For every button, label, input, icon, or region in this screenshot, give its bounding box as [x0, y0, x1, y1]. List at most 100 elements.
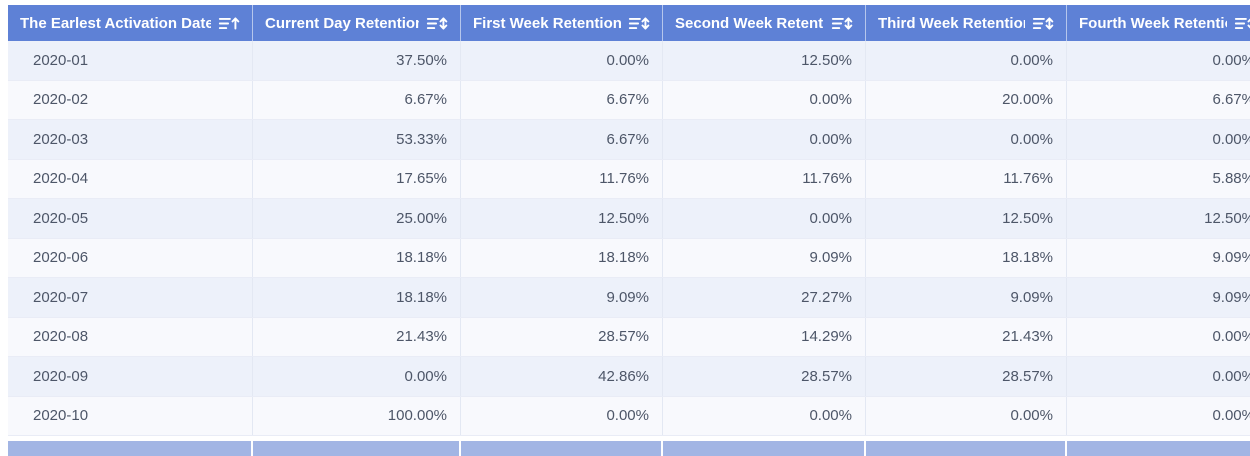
column-header-label: Current Day Retention R	[265, 14, 419, 32]
cell-retention-value: 0.00%	[1212, 407, 1250, 425]
footer-bar-segment	[1067, 441, 1250, 456]
cell-activation-date: 2020-01	[8, 41, 253, 80]
sort-updown-icon[interactable]	[831, 15, 853, 32]
table-footer-gap	[8, 436, 1250, 441]
table-footer-bar	[8, 441, 1250, 456]
footer-bar-segment	[461, 441, 663, 456]
cell-retention-value: 14.29%	[663, 317, 866, 356]
cell-retention-value: 18.18%	[866, 238, 1067, 277]
footer-bar-segment	[8, 441, 253, 456]
cell-activation-date: 2020-07	[8, 278, 253, 317]
cell-retention-value: 0.00%	[1212, 51, 1250, 69]
cell-retention-value: 21.43%	[866, 317, 1067, 356]
cell-retention-value: 21.43%	[253, 317, 461, 356]
cell-retention-value: 0.00%	[663, 396, 866, 435]
column-header-label: Second Week Retention	[675, 14, 824, 32]
table-header-row: The Earlest Activation Date Current Day R…	[8, 5, 1250, 41]
cell-retention-value: 28.57%	[461, 317, 663, 356]
cell-retention-value: 0.00%	[461, 396, 663, 435]
column-header-first-week-retention-r[interactable]: First Week Retention R	[461, 5, 663, 41]
cell-retention-value: 12.50%	[866, 199, 1067, 238]
sort-updown-icon[interactable]	[1234, 15, 1250, 32]
sort-updown-icon[interactable]	[628, 15, 650, 32]
cell-retention-value: 9.09%	[1212, 288, 1250, 306]
cell-retention-value: 18.18%	[461, 238, 663, 277]
cell-activation-date: 2020-02	[8, 80, 253, 119]
sort-updown-icon[interactable]	[1032, 15, 1054, 32]
cell-retention-value: 6.67%	[1212, 91, 1250, 109]
sort-updown-icon[interactable]	[426, 15, 448, 32]
cell-retention-value: 18.18%	[253, 278, 461, 317]
cell-activation-date: 2020-04	[8, 159, 253, 198]
cell-retention-value: 9.09%	[866, 278, 1067, 317]
column-header-label: First Week Retention R	[473, 14, 621, 32]
cell-retention-value: 0.00%	[866, 41, 1067, 80]
footer-bar-segment	[866, 441, 1067, 456]
cell-retention-value: 0.00%	[1212, 130, 1250, 148]
column-header-label: The Earlest Activation Date	[20, 14, 211, 32]
cell-retention-value: 9.09%	[663, 238, 866, 277]
cell-retention-value: 100.00%	[253, 396, 461, 435]
cell-retention-value: 27.27%	[663, 278, 866, 317]
cell-retention-value: 0.00%	[1212, 328, 1250, 346]
table-body: 2020-0137.50%0.00%12.50%0.00%0.00%2020-0…	[8, 41, 1250, 436]
cell-retention-value: 9.09%	[461, 278, 663, 317]
cell-retention-value: 0.00%	[663, 199, 866, 238]
column-header-the-earlest-activation-date[interactable]: The Earlest Activation Date	[8, 5, 253, 41]
cell-activation-date: 2020-10	[8, 396, 253, 435]
column-header-second-week-retention[interactable]: Second Week Retention	[663, 5, 866, 41]
cell-retention-value: 25.00%	[253, 199, 461, 238]
footer-bar-segment	[663, 441, 866, 456]
cell-retention-value: 28.57%	[663, 357, 866, 396]
retention-table: The Earlest Activation Date Current Day R…	[8, 5, 1250, 456]
cell-retention-value: 18.18%	[253, 238, 461, 277]
table-row: 2020-05 25.00% 12.50% 0.00% 12.50% 12.50%	[8, 199, 1250, 239]
cell-activation-date: 2020-08	[8, 317, 253, 356]
cell-retention-value: 42.86%	[461, 357, 663, 396]
cell-retention-value: 20.00%	[866, 80, 1067, 119]
table-row: 2020-026.67%6.67%0.00%20.00%6.67%	[8, 80, 1250, 120]
cell-retention-value: 12.50%	[663, 41, 866, 80]
cell-retention-value: 0.00%	[461, 41, 663, 80]
cell-retention-value: 5.88%	[1212, 170, 1250, 188]
cell-retention-value: 53.33%	[253, 120, 461, 159]
cell-retention-value: 0.00%	[866, 120, 1067, 159]
cell-retention-value: 17.65%	[253, 159, 461, 198]
column-header-current-day-retention-r[interactable]: Current Day Retention R	[253, 5, 461, 41]
column-header-label: Fourth Week Retention	[1079, 14, 1227, 32]
column-header-fourth-week-retention[interactable]: Fourth Week Retention	[1067, 5, 1250, 41]
cell-activation-date: 2020-05	[8, 199, 253, 238]
cell-retention-value: 28.57%	[866, 357, 1067, 396]
footer-bar-segment	[253, 441, 461, 456]
table-row: 2020-090.00%42.86%28.57%28.57%0.00%	[8, 357, 1250, 397]
cell-retention-value: 0.00%	[866, 396, 1067, 435]
cell-activation-date: 2020-06	[8, 238, 253, 277]
sort-ascending-icon[interactable]	[218, 15, 240, 32]
cell-retention-value: 6.67%	[461, 120, 663, 159]
cell-retention-value: 6.67%	[461, 80, 663, 119]
cell-retention-value: 0.00%	[663, 120, 866, 159]
cell-retention-value: 9.09%	[1212, 249, 1250, 267]
cell-retention-value: 0.00%	[1212, 367, 1250, 385]
cell-activation-date: 2020-03	[8, 120, 253, 159]
cell-retention-value: 0.00%	[663, 80, 866, 119]
cell-activation-date: 2020-09	[8, 357, 253, 396]
cell-retention-value: 12.50%	[1204, 209, 1250, 227]
cell-retention-value: 11.76%	[866, 159, 1067, 198]
cell-retention-value: 11.76%	[461, 159, 663, 198]
cell-retention-value: 6.67%	[253, 80, 461, 119]
cell-retention-value: 12.50%	[461, 199, 663, 238]
cell-retention-value: 0.00%	[253, 357, 461, 396]
cell-retention-value: 37.50%	[253, 41, 461, 80]
cell-retention-value: 11.76%	[663, 159, 866, 198]
